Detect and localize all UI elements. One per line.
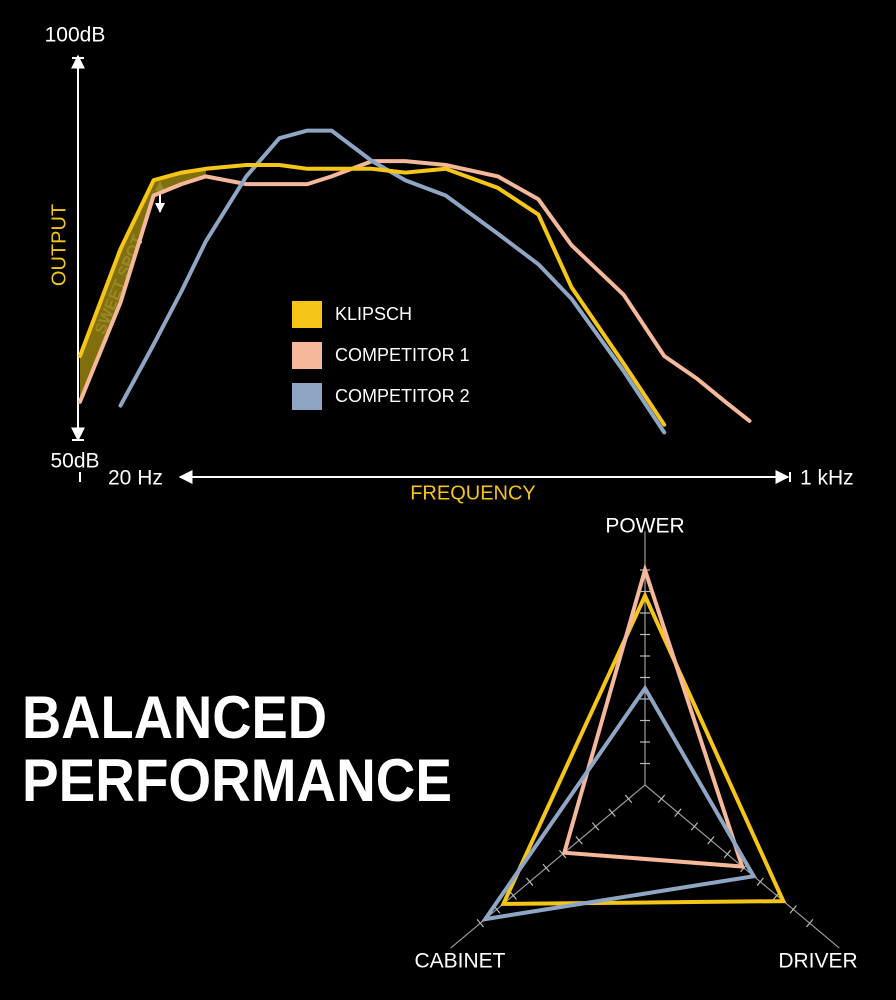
y-tick-label: 50dB (50, 450, 99, 473)
frequency-curve (118, 128, 667, 435)
radar-series (480, 684, 757, 922)
legend-swatch (292, 342, 322, 369)
radar-tick (575, 836, 583, 845)
legend-swatch (292, 383, 322, 410)
legend-label: COMPETITOR 2 (335, 386, 470, 406)
radar-axis-label: POWER (605, 515, 684, 538)
legend-swatch (292, 301, 322, 328)
radar-axis-label: DRIVER (778, 950, 857, 973)
y-axis-title: OUTPUT (48, 204, 70, 286)
sweet-spot-area (80, 168, 206, 402)
headline: BALANCED (22, 684, 327, 751)
radar-tick (526, 877, 534, 886)
radar-tick (509, 891, 517, 900)
headline: PERFORMANCE (22, 747, 452, 814)
radar-series (561, 563, 746, 869)
radar-tick (657, 794, 666, 804)
frequency-curve (78, 159, 752, 423)
radar-tick (608, 808, 616, 817)
radar-tick (806, 918, 814, 928)
radar-axis-label: CABINET (414, 950, 505, 973)
radar-tick (789, 905, 797, 914)
radar-tick (542, 863, 550, 873)
radar-tick (674, 808, 682, 817)
x-tick-label: 1 kHz (800, 467, 854, 490)
radar-tick (723, 849, 732, 859)
y-tick-label: 100dB (45, 24, 106, 47)
x-axis-title: FREQUENCY (410, 482, 536, 504)
radar-tick (476, 918, 484, 928)
radar-tick (690, 822, 699, 831)
radar-tick (624, 794, 633, 804)
radar-series (500, 590, 787, 906)
radar-tick (756, 877, 764, 886)
legend-label: KLIPSCH (335, 304, 412, 324)
radar-tick (591, 822, 600, 831)
legend-label: COMPETITOR 1 (335, 345, 470, 365)
radar-tick (707, 836, 715, 845)
frequency-curve (78, 163, 667, 427)
x-tick-label: 20 Hz (108, 467, 163, 490)
